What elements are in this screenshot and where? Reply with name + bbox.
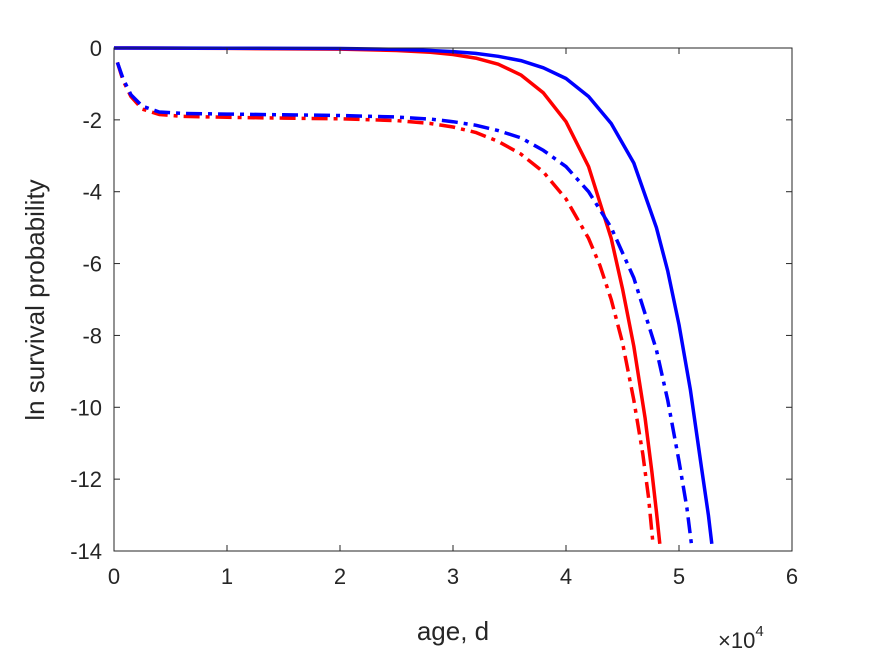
- x-tick-label: 2: [334, 564, 346, 589]
- y-tick-label: -8: [82, 323, 102, 348]
- y-axis-label: ln survival probability: [20, 179, 50, 420]
- y-tick-label: 0: [90, 36, 102, 61]
- y-tick-label: -4: [82, 180, 102, 205]
- y-tick-label: -6: [82, 252, 102, 277]
- y-tick-label: -14: [70, 539, 102, 564]
- x-axis-ticks: 0 1 2 3 4 5 6: [108, 48, 798, 589]
- y-tick-label: -2: [82, 108, 102, 133]
- x-tick-label: 0: [108, 564, 120, 589]
- x-tick-label: 1: [221, 564, 233, 589]
- y-tick-label: -10: [70, 395, 102, 420]
- series-layer: [113, 46, 714, 545]
- blue-solid-series-line: [113, 46, 714, 545]
- y-axis-ticks: 0 -2 -4 -6 -8 -10 -12 -14: [70, 36, 792, 564]
- x-axis-multiplier: ×104: [718, 623, 764, 653]
- y-tick-label: -12: [70, 467, 102, 492]
- x-tick-label: 4: [560, 564, 572, 589]
- x-axis-label: age, d: [417, 616, 489, 646]
- x-axis-multiplier-base: ×10: [718, 628, 755, 653]
- x-tick-label: 6: [786, 564, 798, 589]
- blue-dashdot-series-line: [115, 61, 694, 545]
- x-axis-multiplier-exponent: 4: [755, 623, 763, 640]
- red-dashdot-series-line: [115, 61, 655, 544]
- x-tick-label: 3: [447, 564, 459, 589]
- x-tick-label: 5: [673, 564, 685, 589]
